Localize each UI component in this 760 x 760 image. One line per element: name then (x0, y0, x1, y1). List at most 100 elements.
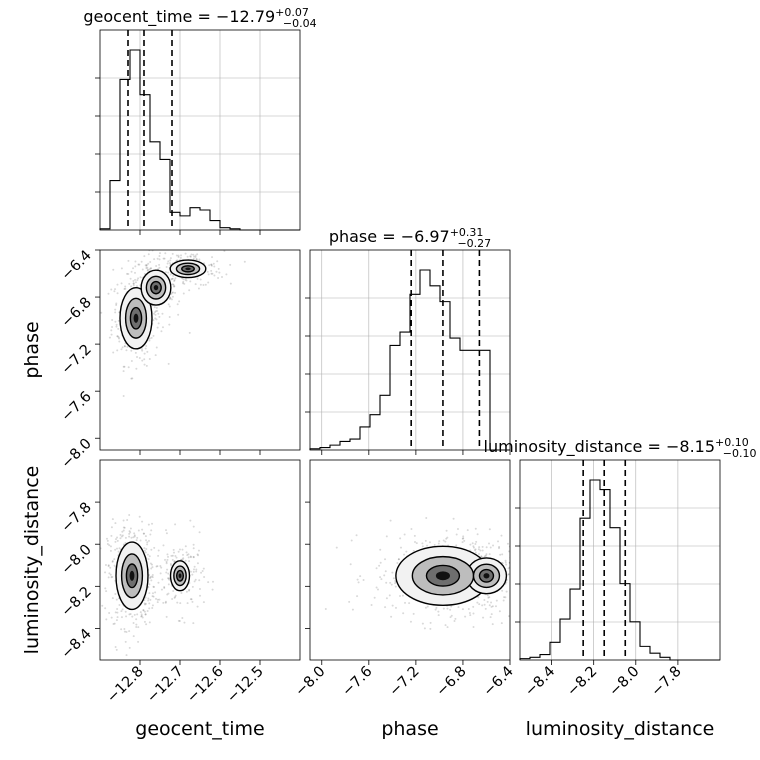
sample-point (143, 547, 146, 550)
sample-point (126, 272, 129, 275)
sample-point (394, 606, 397, 609)
sample-point (168, 578, 171, 581)
sample-point (180, 592, 183, 595)
sample-point (446, 626, 449, 629)
sample-point (428, 541, 431, 544)
sample-point (120, 535, 123, 538)
sample-point (132, 536, 135, 539)
sample-point (117, 336, 120, 339)
sample-point (182, 292, 185, 295)
sample-point (198, 258, 201, 261)
sample-point (159, 252, 162, 255)
sample-point (189, 598, 192, 601)
sample-point (171, 558, 174, 561)
sample-point (485, 553, 488, 556)
sample-point (160, 566, 163, 569)
sample-point (191, 573, 194, 576)
sample-point (383, 574, 386, 577)
sample-point (122, 519, 125, 522)
sample-point (117, 327, 120, 330)
sample-point (171, 277, 174, 280)
sample-point (172, 551, 175, 554)
sample-point (506, 542, 509, 545)
sample-point (185, 279, 188, 282)
sample-point (195, 568, 198, 571)
sample-point (397, 558, 400, 561)
sample-point (192, 257, 195, 260)
sample-point (442, 607, 445, 610)
sample-point (512, 568, 514, 570)
sample-point (111, 560, 114, 563)
sample-point (212, 580, 215, 583)
sample-point (192, 547, 195, 550)
sample-point (170, 278, 173, 281)
sample-point (445, 537, 448, 540)
sample-point (356, 595, 359, 598)
sample-point (194, 254, 197, 257)
panel-bg (100, 250, 300, 450)
sample-point (135, 618, 138, 621)
sample-point (215, 270, 218, 273)
sample-point (156, 326, 159, 329)
sample-point (444, 540, 447, 543)
sample-point (157, 322, 160, 325)
sample-point (514, 586, 516, 588)
sample-point (412, 612, 415, 615)
sample-point (124, 285, 127, 288)
sample-point (429, 621, 432, 624)
sample-point (101, 604, 104, 607)
y-tick-label: −8.0 (59, 542, 95, 578)
sample-point (476, 533, 479, 536)
sample-point (379, 576, 382, 579)
contour-level-3 (153, 285, 159, 291)
sample-point (212, 262, 215, 265)
sample-point (379, 548, 382, 551)
sample-point (116, 539, 119, 542)
sample-point (177, 550, 180, 553)
sample-point (405, 550, 408, 553)
sample-point (135, 367, 138, 370)
sample-point (391, 571, 394, 574)
sample-point (113, 290, 116, 293)
sample-point (202, 601, 205, 604)
sample-point (211, 588, 214, 591)
y-tick-label: −8.2 (59, 584, 95, 620)
sample-point (161, 578, 164, 581)
sample-point (147, 597, 150, 600)
sample-point (145, 263, 148, 266)
sample-point (110, 288, 113, 291)
sample-point (128, 613, 131, 616)
sample-point (421, 622, 424, 625)
sample-point (129, 527, 132, 530)
sample-point (424, 606, 427, 609)
sample-point (188, 289, 191, 292)
sample-point (129, 531, 132, 534)
sample-point (148, 337, 151, 340)
sample-point (128, 514, 131, 517)
sample-point (385, 597, 388, 600)
sample-point (492, 544, 495, 547)
sample-point (207, 281, 210, 284)
sample-point (120, 616, 123, 619)
sample-point (133, 613, 136, 616)
sample-point (196, 553, 199, 556)
sample-point (146, 350, 149, 353)
sample-point (187, 556, 190, 559)
y-tick-label: −7.8 (59, 500, 95, 536)
hist-panel-luminosity_distance: luminosity_distance = −8.15+0.10 −0.10 (484, 436, 756, 661)
sample-point (123, 628, 126, 631)
sample-point (157, 581, 160, 584)
sample-point (410, 528, 413, 531)
sample-point (100, 311, 103, 314)
sample-point (109, 573, 112, 576)
sample-point (112, 622, 115, 625)
sample-point (141, 349, 144, 352)
sample-point (197, 549, 200, 552)
hist-panel-geocent_time: geocent_time = −12.79+0.07 −0.04 (83, 6, 317, 231)
sample-point (472, 546, 475, 549)
sample-point (403, 553, 406, 556)
sample-point (454, 617, 457, 620)
sample-point (145, 345, 148, 348)
sample-point (472, 605, 475, 608)
sample-point (175, 254, 178, 257)
